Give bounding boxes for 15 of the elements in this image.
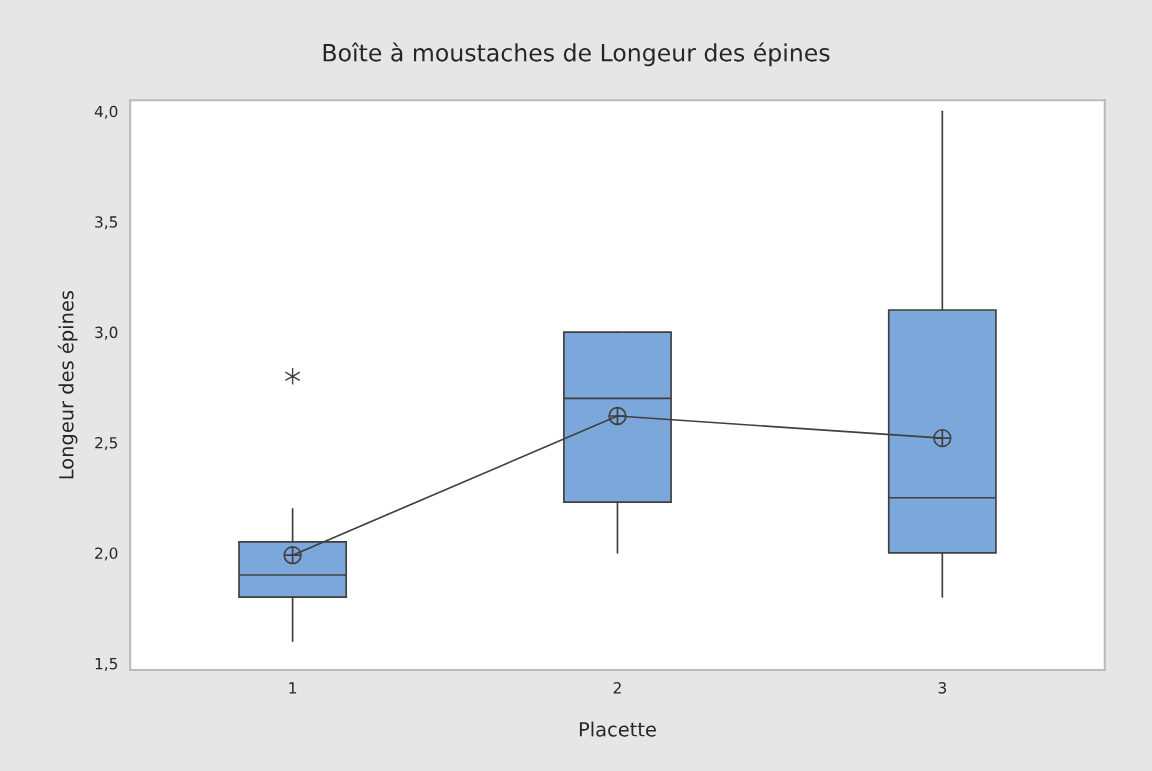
point	[283, 545, 302, 565]
x-tick-label: 1	[289, 682, 297, 694]
point	[608, 406, 627, 426]
point	[933, 428, 952, 448]
y-tick-label: 3,0	[95, 326, 118, 340]
y-tick-label: 2,0	[95, 547, 118, 561]
y-tick-label: 1,5	[95, 658, 118, 671]
x-tick-label: 3	[938, 682, 946, 694]
chart-title: Boîte à moustaches de Longeur des épines	[323, 42, 830, 67]
y-axis-title: Longeur des épines	[57, 290, 78, 479]
y-tick-label: 4,0	[94, 105, 118, 119]
y-tick-label: 3,5	[95, 216, 118, 230]
x-tick-label: 2	[613, 682, 621, 694]
x-axis-title: Placette	[579, 721, 656, 737]
y-tick-label: 2,5	[95, 437, 118, 451]
